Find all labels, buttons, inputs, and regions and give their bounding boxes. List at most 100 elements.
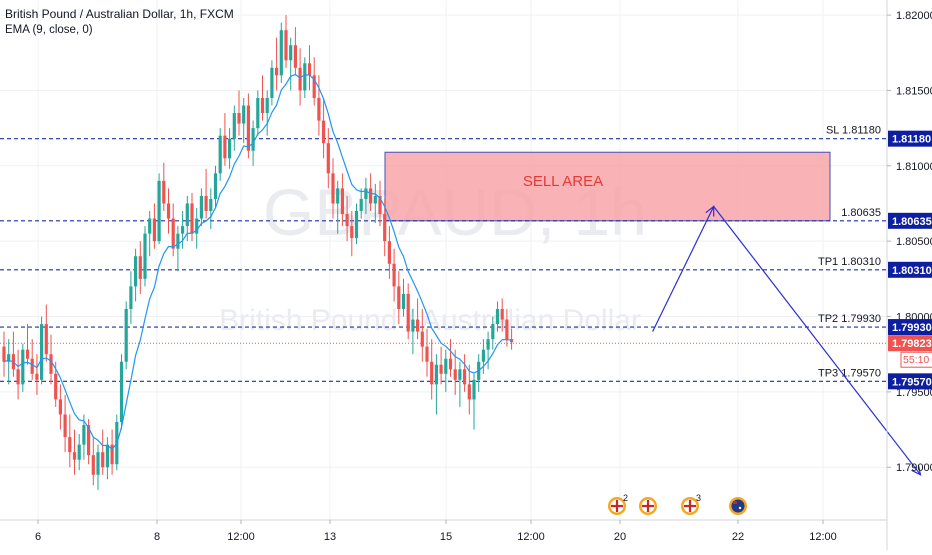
candle-body bbox=[21, 349, 25, 385]
candle bbox=[270, 60, 274, 106]
candle bbox=[293, 27, 297, 76]
candle-body bbox=[49, 354, 53, 374]
time-axis-label: 12:00 bbox=[227, 531, 255, 543]
candle-body bbox=[458, 369, 462, 380]
candle bbox=[317, 75, 321, 136]
projection-arrowhead-end bbox=[911, 464, 922, 476]
candle-body bbox=[279, 30, 283, 76]
price-axis-label: 1.79500 bbox=[896, 387, 932, 399]
candle bbox=[401, 278, 406, 317]
candle-body bbox=[256, 97, 260, 129]
level-label-entry: 1.80635 bbox=[841, 207, 881, 219]
candle bbox=[101, 429, 105, 475]
candle-body bbox=[119, 361, 124, 423]
candle bbox=[7, 339, 11, 385]
candle-body bbox=[359, 198, 363, 212]
candle-body bbox=[275, 67, 279, 76]
candle-body bbox=[486, 339, 490, 350]
candle-body bbox=[510, 339, 514, 343]
sell-area-zone bbox=[384, 151, 831, 222]
candle bbox=[298, 48, 302, 106]
candle bbox=[472, 373, 476, 430]
candle-body bbox=[124, 308, 128, 362]
candle-body bbox=[392, 263, 396, 287]
candle bbox=[30, 339, 34, 380]
indicator-legend[interactable]: EMA (9, close, 0) bbox=[5, 24, 93, 36]
projection-path bbox=[652, 205, 921, 476]
candle-body bbox=[162, 180, 166, 204]
candle bbox=[434, 354, 438, 415]
candle bbox=[359, 188, 363, 219]
candle-body bbox=[270, 67, 274, 98]
candle bbox=[181, 211, 185, 249]
candle-body bbox=[317, 97, 321, 121]
candle bbox=[312, 57, 316, 106]
candle-body bbox=[260, 97, 265, 114]
flag-canton bbox=[733, 501, 737, 504]
grid bbox=[0, 0, 887, 520]
candle-body bbox=[293, 45, 297, 68]
candle bbox=[275, 37, 279, 91]
candle bbox=[152, 203, 156, 249]
candle bbox=[40, 316, 44, 385]
price-axis-label: 1.82000 bbox=[896, 10, 932, 22]
candle-body bbox=[430, 361, 434, 385]
candle-body bbox=[472, 379, 476, 400]
calendar-event[interactable]: 3 bbox=[681, 493, 701, 515]
candle bbox=[331, 158, 335, 219]
ema-line bbox=[3, 73, 512, 451]
candle-body bbox=[246, 105, 250, 151]
candle bbox=[477, 354, 481, 392]
candle-body bbox=[157, 180, 161, 242]
candle-body bbox=[481, 349, 485, 362]
calendar-event[interactable] bbox=[639, 497, 657, 515]
candle bbox=[35, 354, 39, 395]
candle-body bbox=[289, 45, 293, 61]
candle-body bbox=[298, 67, 302, 91]
candle bbox=[467, 364, 471, 415]
level-label-tp1: TP1 1.80310 bbox=[818, 256, 881, 268]
candle bbox=[505, 308, 509, 347]
candle bbox=[223, 113, 227, 166]
candle-body bbox=[312, 75, 316, 98]
candle-body bbox=[397, 286, 401, 309]
candle bbox=[369, 173, 373, 212]
candle-body bbox=[195, 218, 199, 234]
candle-body bbox=[326, 143, 330, 174]
candle-body bbox=[265, 97, 269, 114]
calendar-event[interactable] bbox=[729, 497, 747, 515]
candle-body bbox=[434, 364, 438, 385]
candle-body bbox=[411, 319, 415, 332]
candle bbox=[58, 384, 62, 430]
price-axis-label: 1.81000 bbox=[896, 161, 932, 173]
candle bbox=[176, 226, 180, 272]
candle bbox=[91, 437, 95, 486]
candle-body bbox=[134, 256, 138, 287]
candle bbox=[213, 165, 218, 208]
candle bbox=[166, 188, 171, 234]
candle bbox=[500, 298, 504, 332]
candle-body bbox=[345, 214, 349, 227]
candle bbox=[416, 298, 420, 340]
level-badge-tp3-bg bbox=[888, 373, 932, 390]
candle bbox=[237, 90, 241, 136]
candle-body bbox=[171, 218, 175, 249]
candle bbox=[448, 339, 453, 377]
candle bbox=[119, 354, 124, 430]
candle bbox=[486, 331, 490, 370]
candle-body bbox=[354, 211, 359, 239]
candle-body bbox=[166, 203, 171, 219]
candle bbox=[44, 304, 48, 362]
time-axis-label: 20 bbox=[614, 531, 626, 543]
candle bbox=[209, 188, 213, 230]
candle bbox=[260, 75, 265, 121]
level-badge-entry: 1.80635 bbox=[892, 216, 932, 228]
candle bbox=[326, 128, 330, 189]
time-axis-label: 15 bbox=[440, 531, 452, 543]
level-badge-tp1-bg bbox=[888, 261, 932, 278]
candle bbox=[82, 414, 86, 460]
candle-body bbox=[68, 437, 72, 453]
calendar-event[interactable]: 2 bbox=[608, 493, 628, 515]
candle bbox=[340, 173, 344, 227]
